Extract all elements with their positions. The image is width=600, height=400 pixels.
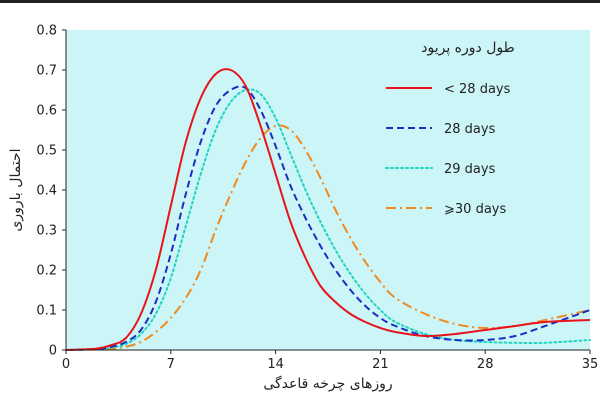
plot-background — [66, 30, 590, 350]
y-ticks: 0 0.1 0.2 0.3 0.4 0.5 0.6 0.7 0.8 — [36, 24, 66, 359]
legend-label-1: < 28 days — [444, 82, 511, 97]
legend-label-4: ⩾30 days — [444, 202, 506, 217]
x-ticks: 0 7 14 21 28 35 — [62, 350, 598, 372]
x-tick-label: 35 — [582, 357, 599, 372]
legend-title: طول دوره پریود — [421, 40, 515, 56]
y-axis-title: احتمال باروری — [8, 148, 24, 231]
legend-label-2: 28 days — [444, 122, 496, 137]
legend: طول دوره پریود < 28 days 28 days 29 days ⩾3… — [385, 40, 515, 217]
series-line-3 — [65, 88, 591, 351]
y-tick-label: 0.5 — [36, 144, 57, 159]
y-tick-label: 0.1 — [36, 304, 57, 319]
y-tick-label: 0.8 — [36, 24, 57, 39]
y-tick-label: 0.7 — [36, 64, 57, 79]
y-tick-label: 0 — [49, 344, 57, 359]
x-tick-label: 21 — [372, 357, 389, 372]
x-tick-label: 7 — [167, 357, 175, 372]
legend-label-3: 29 days — [444, 162, 496, 177]
series-layer — [65, 68, 591, 351]
series-line-4 — [65, 124, 591, 351]
top-border-bar — [0, 0, 600, 3]
x-tick-label: 14 — [267, 357, 284, 372]
y-tick-label: 0.4 — [36, 184, 57, 199]
y-tick-label: 0.2 — [36, 264, 57, 279]
y-tick-label: 0.6 — [36, 104, 57, 119]
series-line-1 — [65, 68, 591, 351]
x-tick-label: 28 — [477, 357, 494, 372]
x-tick-label: 0 — [62, 357, 70, 372]
x-axis-title: روزهای چرخه قاعدگی — [263, 375, 392, 392]
series-line-2 — [65, 85, 591, 351]
y-tick-label: 0.3 — [36, 224, 57, 239]
